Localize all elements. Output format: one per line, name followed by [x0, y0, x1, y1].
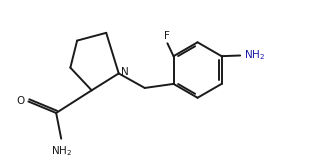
Text: NH$_2$: NH$_2$ — [243, 49, 265, 62]
Text: F: F — [165, 31, 170, 41]
Text: NH$_2$: NH$_2$ — [51, 144, 72, 158]
Text: N: N — [121, 67, 129, 77]
Text: O: O — [16, 96, 24, 107]
